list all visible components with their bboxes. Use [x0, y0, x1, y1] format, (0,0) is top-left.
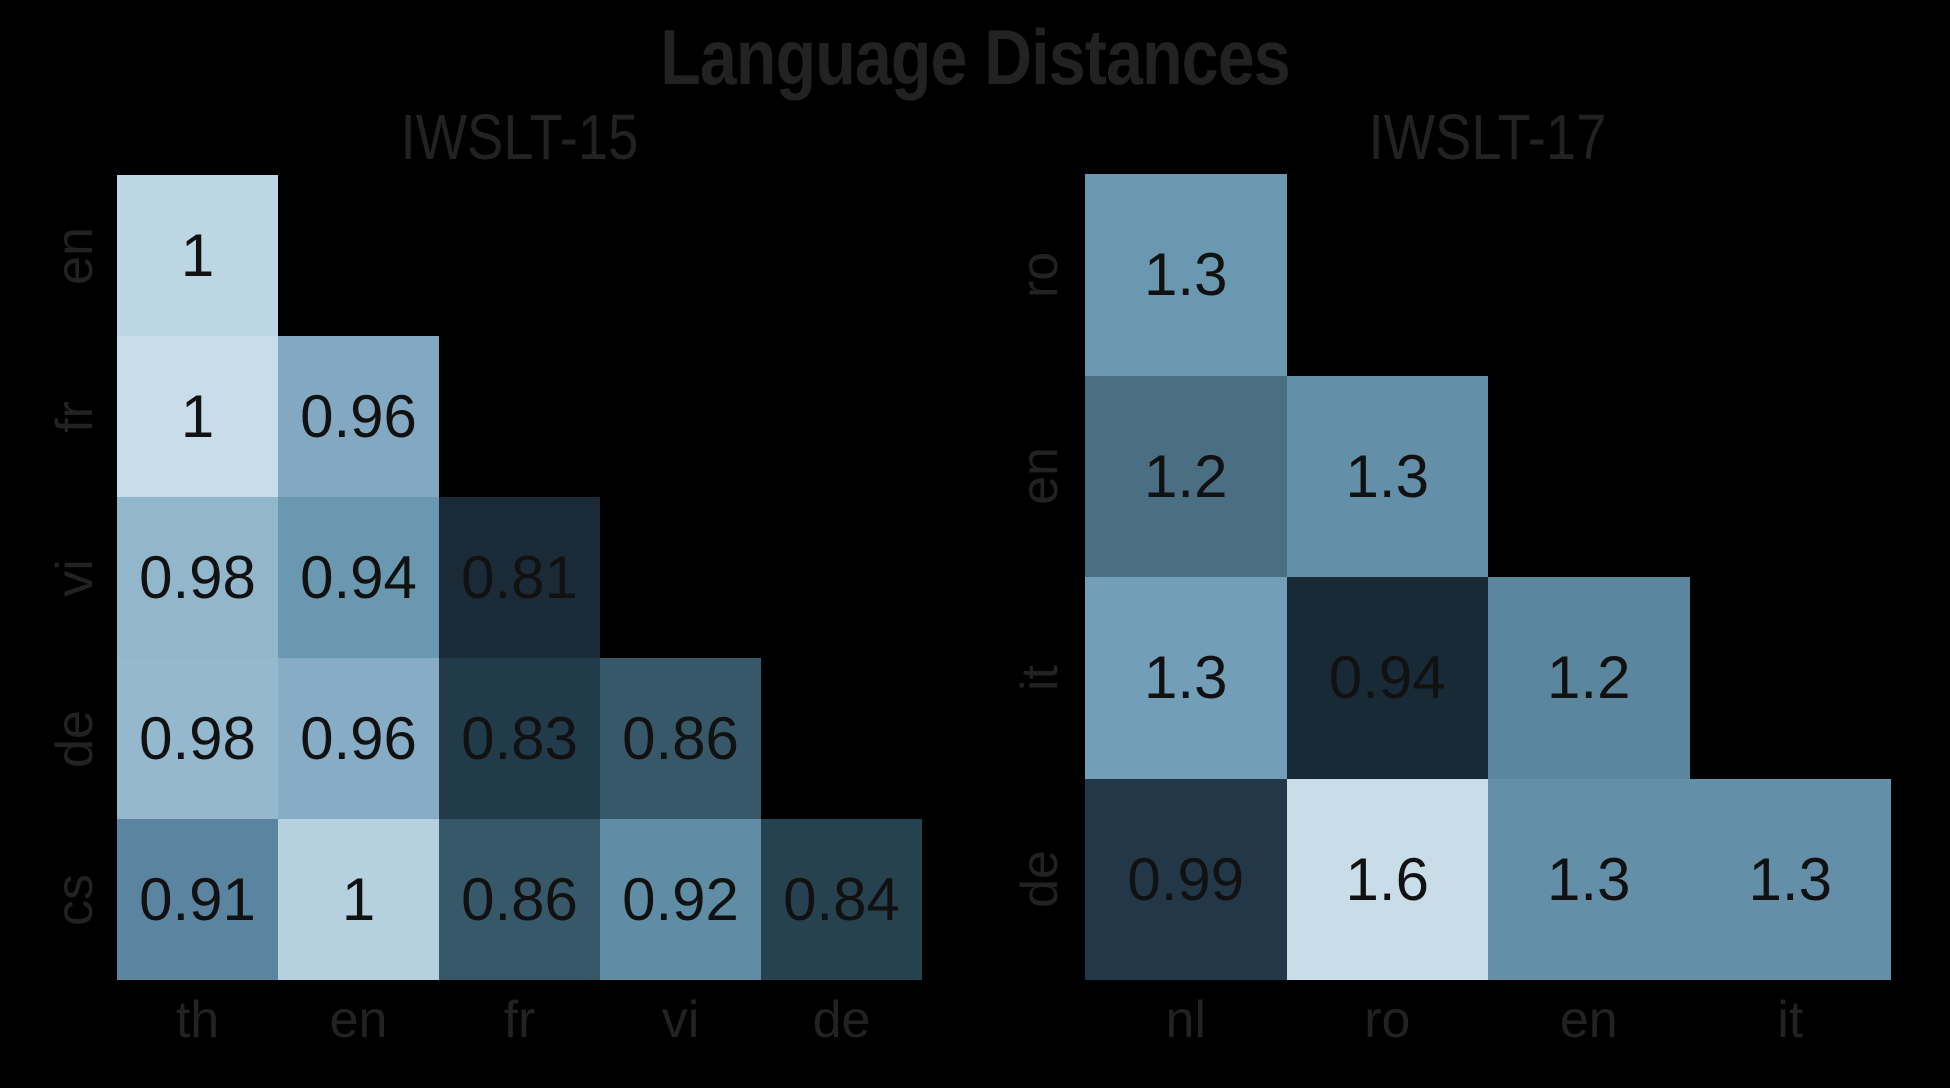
- figure-title: Language Distances: [660, 13, 1290, 101]
- heatmap-cell: 1.3: [1085, 174, 1287, 376]
- heatmap-cell: 1.3: [1286, 375, 1488, 577]
- heatmap-cell: 0.96: [278, 336, 439, 497]
- heatmap-cell: 1.3: [1689, 778, 1891, 980]
- heatmap-cell: 1.6: [1286, 778, 1488, 980]
- subplot-title-iwslt17: IWSLT-17: [1368, 101, 1607, 173]
- heatmap-cell: 0.98: [117, 658, 278, 819]
- y-tick-label: vi: [46, 558, 104, 597]
- x-tick-label: de: [812, 991, 871, 1049]
- x-tick-label: it: [1777, 991, 1804, 1049]
- x-tick-label: vi: [661, 991, 700, 1049]
- x-tick-label: en: [1559, 991, 1618, 1049]
- heatmap-cell: 0.86: [439, 819, 600, 980]
- heatmap-cell: 0.94: [278, 497, 439, 658]
- heatmap-cell: 1: [117, 175, 278, 336]
- heatmap-cell: 0.86: [600, 658, 761, 819]
- heatmap-cell: 0.96: [278, 658, 439, 819]
- heatmap-cell: 0.94: [1286, 577, 1488, 779]
- heatmap-cell: 0.91: [117, 819, 278, 980]
- y-tick-label: en: [1011, 447, 1069, 506]
- y-tick-label: de: [46, 709, 104, 768]
- y-tick-label: en: [46, 226, 104, 285]
- y-tick-label: de: [1011, 850, 1069, 909]
- heatmap-cell: 1.2: [1488, 577, 1690, 779]
- y-tick-label: it: [1011, 664, 1069, 691]
- x-tick-label: en: [329, 991, 388, 1049]
- x-tick-label: th: [175, 991, 220, 1049]
- heatmap-cell: 1.3: [1085, 577, 1287, 779]
- x-tick-label: nl: [1165, 991, 1206, 1049]
- y-tick-label: ro: [1011, 251, 1069, 298]
- heatmap-cell: 0.81: [439, 497, 600, 658]
- y-tick-label: cs: [46, 873, 104, 926]
- heatmap-cell: 1: [278, 819, 439, 980]
- heatmap-cell: 1.3: [1488, 778, 1690, 980]
- heatmap-cell: 1: [117, 336, 278, 497]
- heatmap-cell: 0.84: [761, 819, 922, 980]
- heatmap-cell: 0.99: [1085, 778, 1287, 980]
- heatmap-cell: 0.83: [439, 658, 600, 819]
- heatmap-cell: 0.98: [117, 497, 278, 658]
- x-tick-label: fr: [503, 991, 536, 1049]
- heatmap-cell: 0.92: [600, 819, 761, 980]
- subplot-title-iwslt15: IWSLT-15: [400, 101, 639, 173]
- heatmap-cell: 1.2: [1085, 375, 1287, 577]
- x-tick-label: ro: [1364, 991, 1411, 1049]
- y-tick-label: fr: [46, 400, 104, 433]
